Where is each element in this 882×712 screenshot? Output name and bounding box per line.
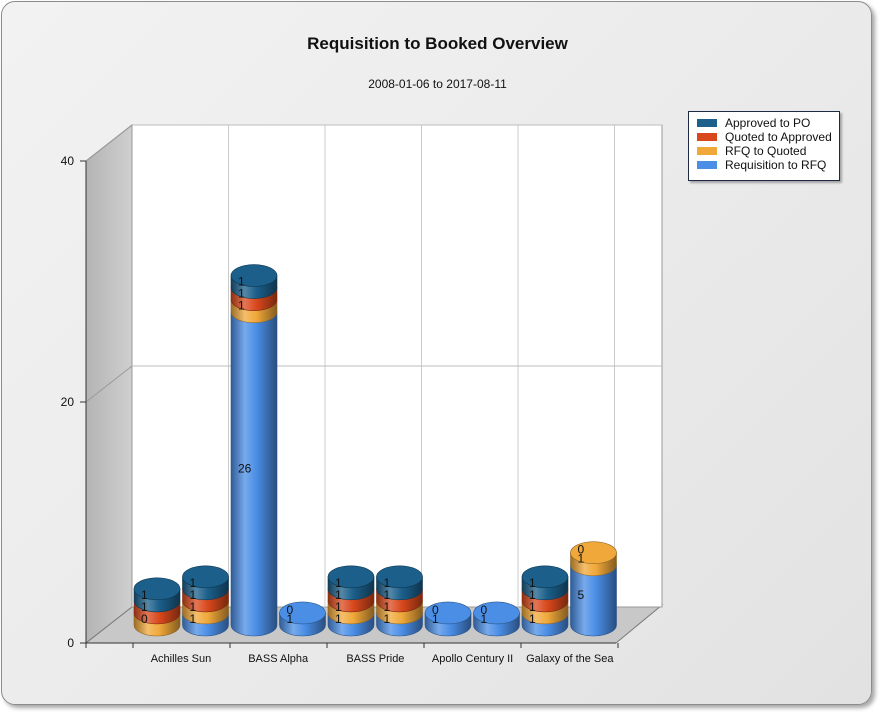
bar-data-label: 1: [190, 612, 197, 626]
bar-data-label: 1: [335, 576, 342, 590]
bar-data-label: 0: [481, 603, 488, 617]
legend: Approved to PO Quoted to Approved RFQ to…: [688, 111, 840, 181]
bar-cap: [376, 565, 423, 589]
bar-data-label: 1: [481, 612, 488, 626]
bar-cap: [133, 577, 181, 601]
legend-item-approved-to-po: Approved to PO: [697, 116, 810, 130]
bar-segment: [570, 564, 617, 637]
legend-swatch: [697, 161, 717, 169]
bar-stack: 10: [473, 601, 520, 637]
legend-item-rfq-to-quoted: RFQ to Quoted: [697, 144, 806, 158]
bar-data-label: 1: [432, 612, 439, 626]
bar-data-label: 1: [190, 588, 197, 602]
bar-data-label: 1: [141, 600, 148, 614]
bar-data-label: 1: [384, 576, 391, 590]
bar-data-label: 1: [384, 588, 391, 602]
bar-cap: [521, 565, 569, 589]
grid-line-wall: [85, 365, 133, 403]
x-tick-label: Achilles Sun: [151, 653, 212, 665]
bar-data-label: 1: [335, 612, 342, 626]
x-tick-label: Apollo Century II: [432, 653, 513, 665]
bar-data-label: 1: [190, 576, 197, 590]
bar-cap: [230, 264, 278, 287]
bar-data-label: 1: [529, 576, 536, 590]
bar-cap: [473, 601, 520, 625]
legend-label: Requisition to RFQ: [725, 158, 827, 172]
x-tick-label: BASS Alpha: [248, 653, 309, 665]
legend-label: RFQ to Quoted: [725, 144, 807, 158]
legend-swatch: [697, 147, 717, 155]
bar-data-label: 1: [238, 275, 245, 289]
bar-stack: 10: [279, 601, 326, 637]
bar-data-label: 26: [238, 461, 252, 475]
bar-data-label: 1: [578, 552, 585, 566]
bar-cap: [424, 601, 472, 625]
legend-swatch: [697, 133, 717, 141]
bar-stack: 5 10: [570, 541, 617, 637]
legend-label: Quoted to Approved: [725, 130, 832, 144]
bar-stack: 10: [424, 601, 472, 637]
bar-data-label: 1: [384, 600, 391, 614]
chart-subtitle: 2008-01-06 to 2017-08-11: [368, 77, 507, 91]
bar-cap: [327, 565, 375, 589]
legend-item-quoted-to-approved: Quoted to Approved: [697, 130, 832, 144]
bar-data-label: 1: [529, 588, 536, 602]
bar-cap: [182, 565, 229, 589]
bar-data-label: 1: [238, 287, 245, 301]
bar-data-label: 1: [141, 588, 148, 602]
bar-segment: [230, 311, 278, 637]
legend-item-requisition-to-rfq: Requisition to RFQ: [697, 158, 826, 172]
bar-data-label: 0: [287, 603, 294, 617]
legend-label: Approved to PO: [725, 116, 811, 130]
x-tick-label: Galaxy of the Sea: [526, 653, 614, 665]
bar-data-label: 1: [190, 600, 197, 614]
legend-swatch: [697, 119, 717, 127]
y-tick-label: 40: [61, 154, 75, 168]
bar-cap: [279, 601, 326, 625]
bar-data-label: 0: [141, 612, 148, 626]
bar-data-label: 1: [384, 612, 391, 626]
bar-data-label: 5: [578, 588, 585, 602]
y-tick-label: 20: [61, 395, 75, 409]
grid-line-wall: [85, 124, 133, 162]
chart-title: Requisition to Booked Overview: [307, 34, 568, 53]
y-tick-label: 0: [67, 636, 74, 650]
bar-data-label: 1: [529, 600, 536, 614]
bar-data-label: 0: [432, 603, 439, 617]
x-tick-label: BASS Pride: [346, 653, 404, 665]
bar-cap: [570, 541, 617, 565]
bar-data-label: 1: [529, 612, 536, 626]
bar-data-label: 0: [578, 543, 585, 557]
bar-data-label: 1: [287, 612, 294, 626]
bar-data-label: 1: [238, 299, 245, 313]
bar-data-label: 1: [335, 600, 342, 614]
bar-stack: 011: [133, 577, 181, 637]
bar-data-label: 1: [335, 588, 342, 602]
